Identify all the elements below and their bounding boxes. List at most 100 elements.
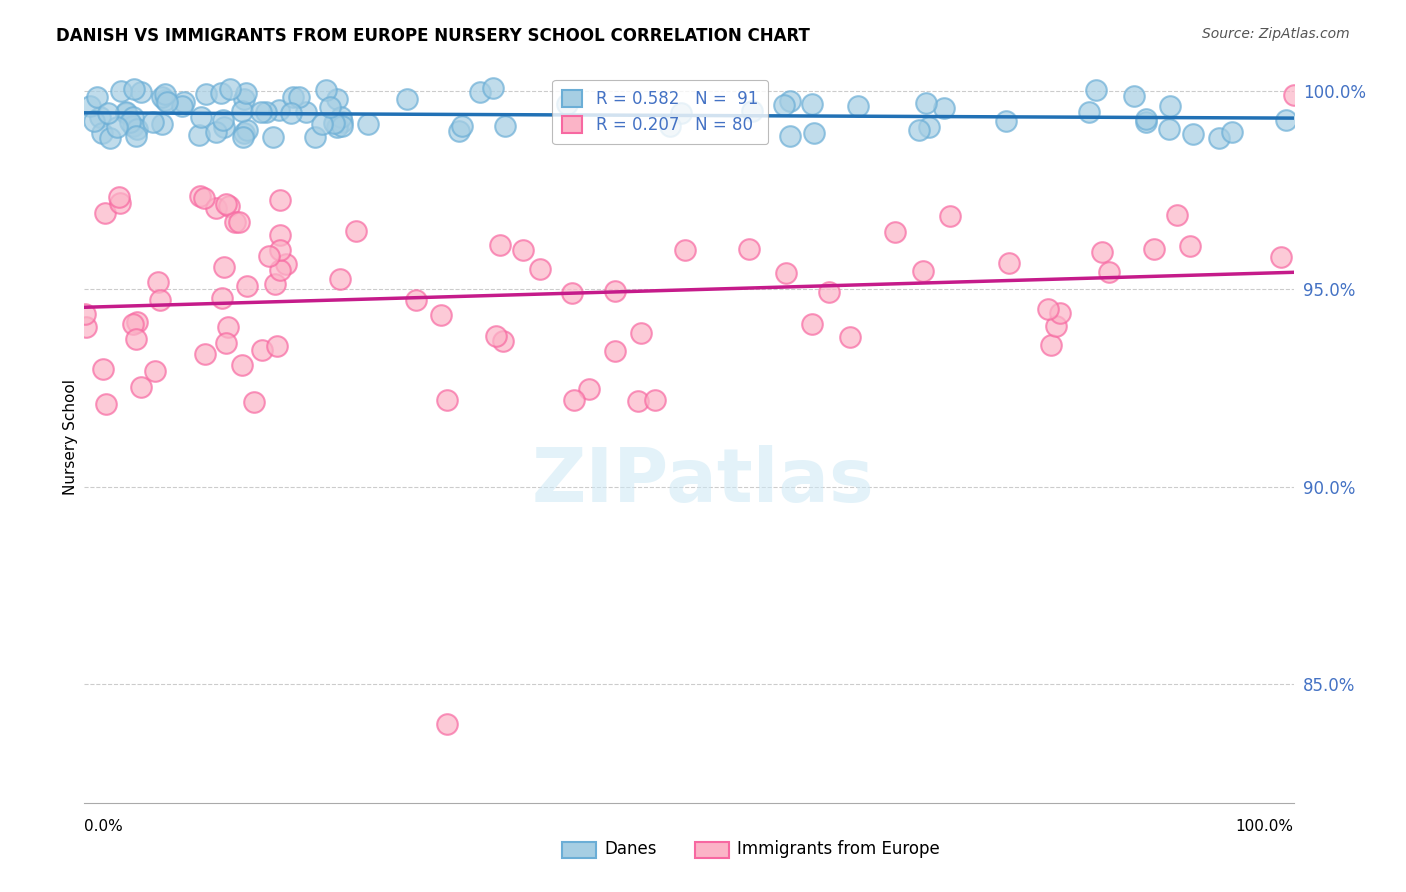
Point — [1166, 208, 1188, 222]
Point — [93, 206, 115, 220]
Point — [915, 96, 938, 111]
Point — [173, 95, 195, 109]
Point — [1282, 88, 1305, 103]
Point — [1143, 242, 1166, 256]
Point — [1135, 115, 1157, 129]
Point — [938, 209, 960, 223]
Point — [332, 115, 354, 129]
Point — [673, 243, 696, 257]
Point — [228, 215, 250, 229]
Point — [233, 126, 256, 140]
Point — [129, 85, 152, 99]
Point — [738, 242, 761, 256]
Point — [188, 189, 211, 203]
Point — [630, 326, 652, 341]
Point — [211, 112, 233, 127]
Point — [447, 124, 470, 138]
Point — [775, 266, 797, 280]
Point — [1123, 88, 1146, 103]
Point — [96, 397, 118, 411]
Point — [741, 103, 763, 118]
Point — [644, 392, 666, 407]
Point — [1036, 302, 1059, 317]
Point — [304, 130, 326, 145]
Point — [912, 264, 935, 278]
Point — [1275, 112, 1298, 127]
Point — [118, 115, 141, 129]
Point — [231, 358, 253, 372]
Point — [218, 81, 240, 95]
Point — [481, 81, 503, 95]
Point — [218, 198, 240, 212]
Point — [127, 122, 149, 136]
Point — [156, 95, 179, 110]
Point — [235, 86, 257, 100]
Point — [1135, 112, 1157, 126]
Point — [264, 277, 287, 291]
Point — [330, 119, 353, 133]
Point — [142, 115, 165, 129]
Point — [188, 128, 211, 142]
Point — [1220, 124, 1243, 138]
Point — [125, 128, 148, 143]
Point — [231, 103, 253, 118]
Point — [405, 293, 427, 307]
Point — [561, 286, 583, 301]
Point — [329, 272, 352, 286]
Point — [318, 100, 340, 114]
Point — [288, 89, 311, 103]
Point — [209, 86, 232, 100]
Text: Danes: Danes — [605, 840, 657, 858]
Text: ZIPatlas: ZIPatlas — [531, 445, 875, 518]
Point — [115, 106, 138, 120]
Point — [995, 114, 1018, 128]
Point — [121, 119, 143, 133]
Point — [451, 119, 474, 133]
Point — [330, 110, 353, 124]
Text: Immigrants from Europe: Immigrants from Europe — [737, 840, 941, 858]
Point — [470, 85, 492, 99]
Point — [232, 92, 254, 106]
Point — [266, 339, 288, 353]
Point — [125, 315, 148, 329]
Point — [326, 93, 349, 107]
Point — [75, 320, 97, 334]
Point — [779, 94, 801, 108]
Point — [801, 96, 824, 111]
Point — [122, 111, 145, 125]
Point — [495, 120, 517, 134]
Point — [395, 92, 418, 106]
Point — [86, 90, 108, 104]
Point — [430, 309, 453, 323]
Point — [283, 90, 305, 104]
Point — [294, 105, 316, 120]
Point — [79, 99, 101, 113]
Point — [262, 130, 284, 145]
Point — [267, 103, 290, 117]
Point — [83, 114, 105, 128]
Point — [194, 347, 217, 361]
Point — [1098, 265, 1121, 279]
Point — [150, 90, 173, 104]
Point — [193, 191, 215, 205]
Point — [326, 120, 349, 134]
Point — [839, 330, 862, 344]
Point — [800, 317, 823, 331]
Point — [125, 331, 148, 345]
FancyBboxPatch shape — [562, 841, 596, 858]
Legend: R = 0.582   N =  91, R = 0.207   N = 80: R = 0.582 N = 91, R = 0.207 N = 80 — [553, 79, 768, 145]
Point — [150, 117, 173, 131]
Point — [97, 105, 120, 120]
Point — [205, 125, 228, 139]
Point — [907, 122, 929, 136]
Point — [89, 110, 111, 124]
Point — [146, 275, 169, 289]
Point — [254, 105, 277, 120]
Point — [129, 380, 152, 394]
Point — [122, 317, 145, 331]
Point — [605, 343, 627, 358]
Point — [934, 101, 956, 115]
Point — [155, 87, 177, 102]
Point — [269, 263, 291, 277]
Point — [1157, 122, 1180, 136]
